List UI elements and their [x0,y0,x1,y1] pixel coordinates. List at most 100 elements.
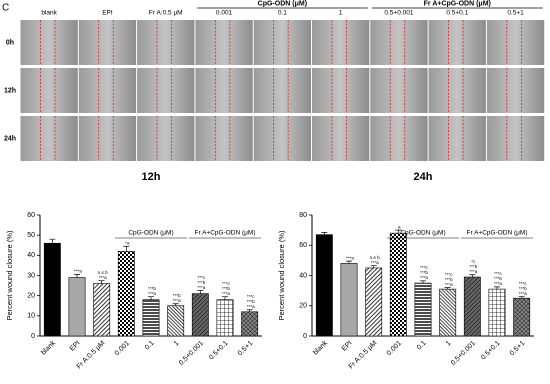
micrograph [312,116,370,161]
significance-label: ***c [445,272,453,277]
x-tick-label: 0.5+0.001 [450,340,477,367]
bar [463,276,481,337]
x-tick-label: EPI [69,340,82,353]
micrograph [253,68,311,113]
micrograph [312,20,370,65]
significance-label: ***a [247,304,255,309]
micrograph [253,116,311,161]
y-tick-label: 60 [27,212,35,219]
bar [191,293,209,337]
error-bar [172,303,179,306]
chart-title: 12h [142,171,161,183]
error-bar [494,286,500,290]
significance-label: a [398,224,401,229]
significance-label: n.s b [98,270,108,275]
significance-label: ***b [494,276,502,281]
micrograph [195,68,253,113]
error-bar [98,280,105,284]
micrograph [486,68,545,113]
significance-label: ***b [148,286,156,291]
micrograph [253,20,311,65]
x-tick-label: 0.1 [416,340,428,352]
significance-label: ***b [420,270,428,275]
y-tick-label: 0 [303,333,307,340]
column-label: EPI [102,10,113,17]
column-label: 0.001 [216,10,233,17]
significance-label: ***c [420,265,428,270]
group-label: Fr A+CpG-ODN (μM) [467,230,528,237]
micrograph [78,116,137,161]
error-bar [148,296,154,300]
y-tick-label: 50 [27,232,35,239]
error-bar [395,229,402,234]
y-tick-label: 20 [27,293,35,300]
error-bar [518,296,525,299]
bar [513,297,531,337]
significance-label: ***a [420,275,428,280]
significance-label: ***a [173,298,181,303]
y-tick-label: 40 [299,272,307,279]
y-tick-label: 20 [299,303,307,310]
significance-label: ***c [494,271,502,276]
bar [389,232,407,337]
micrograph [370,68,428,113]
error-bar [444,287,451,290]
group-label: CpG-ODN (μM) [128,230,173,237]
bar [43,242,61,337]
x-tick-label: 0.5+0.1 [208,340,230,362]
bar [365,267,383,337]
column-label: 0.5+1 [507,10,524,17]
error-bar [49,238,56,244]
micrograph [78,68,137,113]
error-bar [370,265,377,268]
significance-label: ***a [222,291,230,296]
bar [414,282,432,337]
error-bar [197,290,204,294]
micrograph [137,116,195,161]
bar [117,251,135,337]
significance-label: *a [125,240,130,245]
significance-label: ***a [469,269,477,274]
x-tick-label: 0.1 [144,340,156,352]
x-tick-label: 1 [445,340,453,348]
micrograph [78,20,137,65]
bar [340,263,358,337]
bar [216,299,234,337]
significance-label: ***c [222,281,230,286]
column-group-label: Fr A+CpG-ODN (μM) [424,0,491,7]
bar [142,299,160,337]
error-bar [321,232,328,235]
micrograph [486,20,545,65]
significance-label: ***a [99,275,107,280]
micrograph [20,116,78,161]
row-label: 24h [4,135,16,142]
micrograph [20,68,78,113]
error-bar [246,309,253,312]
micrograph [137,68,195,113]
y-tick-label: 10 [27,313,35,320]
significance-label: ***a [148,291,156,296]
x-tick-label: 0.5+1 [237,340,255,358]
bar [439,288,457,337]
column-label: blank [41,10,57,17]
x-tick-label: 0.001 [386,340,403,357]
significance-label: ***b [247,299,255,304]
micrograph [370,20,428,65]
column-label: 1 [339,10,343,17]
significance-label: ***c [519,281,527,286]
error-bar [346,260,352,264]
error-bar [469,274,476,278]
significance-label: ***c [197,275,205,280]
column-label: 0.1 [278,10,287,17]
row-label: 0h [6,39,14,46]
significance-label: ***b [197,280,205,285]
significance-label: n.s b [370,255,380,260]
significance-label: ***a [445,282,453,287]
error-bar [123,245,130,252]
column-label: 0.5+0.001 [384,10,413,17]
significance-label: ***b [222,286,230,291]
micrograph [195,116,253,161]
significance-label: ***a [197,285,205,290]
micrograph [370,116,428,161]
